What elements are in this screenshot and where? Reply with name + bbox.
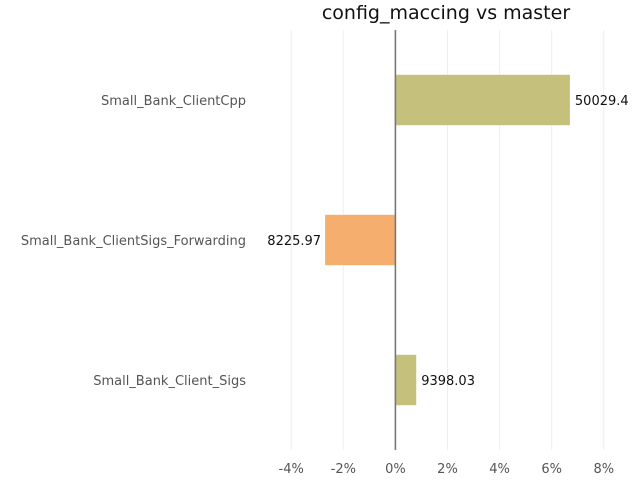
data-label: 8225.97 bbox=[267, 234, 321, 249]
bar bbox=[395, 74, 570, 126]
x-tick-labels: -4% -2% 0% 2% 4% 6% 8% bbox=[279, 462, 615, 477]
data-label: 9398.03 bbox=[421, 374, 475, 389]
category-label: Small_Bank_ClientCpp bbox=[101, 94, 246, 109]
category-label: Small_Bank_ClientSigs_Forwarding bbox=[21, 234, 246, 249]
x-tick-label: 8% bbox=[593, 462, 614, 477]
x-tick-label: 6% bbox=[541, 462, 562, 477]
x-tick-label: 2% bbox=[437, 462, 458, 477]
category-labels: Small_Bank_ClientCpp Small_Bank_ClientSig… bbox=[21, 94, 246, 389]
x-tick-label: -4% bbox=[279, 462, 304, 477]
chart-title: config_maccing vs master bbox=[322, 2, 570, 24]
category-label: Small_Bank_Client_Sigs bbox=[93, 374, 246, 389]
x-tick-label: 4% bbox=[489, 462, 510, 477]
data-labels: 50029.4 8225.97 9398.03 bbox=[267, 94, 628, 389]
x-tick-label: -2% bbox=[331, 462, 356, 477]
data-label: 50029.4 bbox=[575, 94, 629, 109]
bar bbox=[325, 214, 396, 266]
bars bbox=[325, 74, 570, 406]
x-tick-label: 0% bbox=[385, 462, 406, 477]
bar bbox=[395, 354, 417, 406]
